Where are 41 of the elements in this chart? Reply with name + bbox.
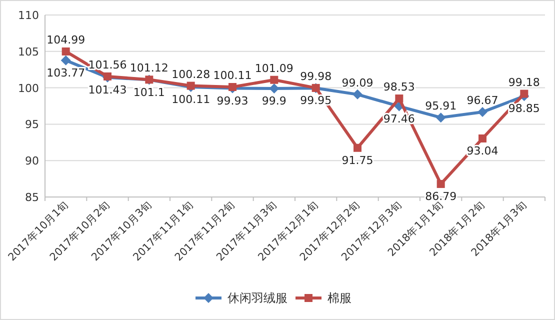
point	[436, 112, 446, 123]
data-label: 104.99	[46, 33, 86, 46]
y-tick-label: 105	[18, 45, 39, 58]
point	[228, 83, 236, 91]
point	[478, 107, 488, 118]
y-tick-label: 95	[25, 118, 39, 132]
point	[478, 134, 486, 142]
point	[395, 94, 404, 102]
y-tick-label: 100	[18, 82, 39, 95]
data-label: 100.11	[213, 69, 252, 82]
legend-label: 棉服	[328, 291, 352, 305]
data-label: 96.67	[466, 94, 498, 108]
legend-label: 休闲羽绒服	[228, 291, 288, 305]
point	[60, 55, 71, 66]
data-label: 98.53	[383, 80, 415, 94]
y-tick-label: 85	[25, 191, 39, 204]
data-label: 91.75	[342, 154, 374, 167]
data-label: 99.98	[300, 70, 332, 83]
data-label: 86.79	[425, 190, 457, 203]
point	[520, 90, 528, 98]
data-label: 99.18	[508, 76, 540, 89]
data-label: 100.11	[172, 93, 210, 106]
point	[436, 180, 445, 188]
point	[354, 144, 362, 152]
y-tick-label: 90	[25, 154, 39, 168]
data-label: 101.1	[133, 86, 165, 99]
data-label: 99.93	[216, 94, 248, 108]
data-label: 101.43	[88, 83, 127, 96]
data-label: 101.09	[254, 62, 294, 75]
point	[352, 89, 362, 100]
point	[270, 76, 278, 84]
data-label: 95.91	[425, 100, 457, 113]
data-label: 103.77	[46, 66, 86, 80]
data-label: 101.12	[130, 62, 168, 75]
y-tick-label: 110	[18, 9, 39, 22]
data-label: 100.28	[172, 68, 210, 81]
data-label: 101.56	[88, 58, 127, 72]
point	[269, 84, 280, 94]
data-label: 99.9	[262, 94, 286, 108]
point	[62, 47, 70, 56]
data-label: 99.09	[342, 76, 374, 90]
